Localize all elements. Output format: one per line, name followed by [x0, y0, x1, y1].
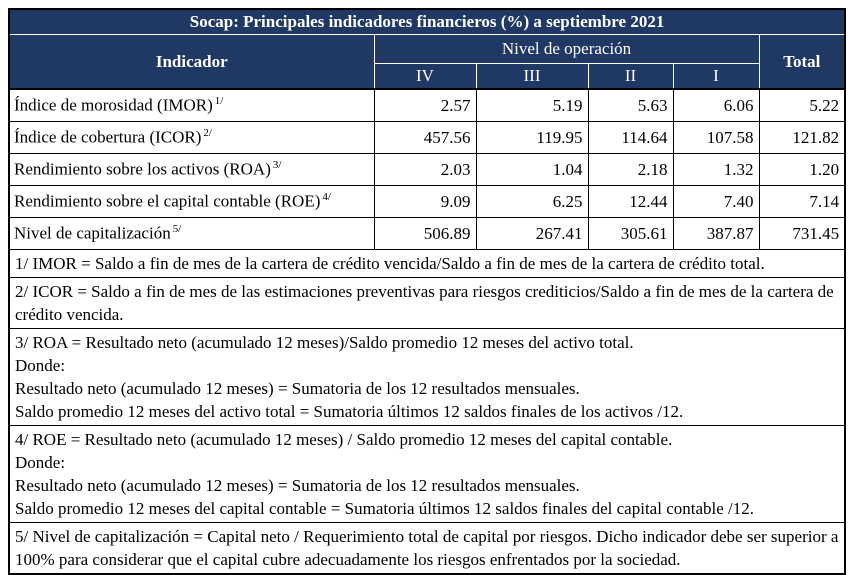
- footnote-line: 2/ ICOR = Saldo a fin de mes de las esti…: [15, 282, 834, 324]
- table-row-icor: Índice de cobertura (ICOR) 2/ 457.56 119.…: [8, 121, 846, 154]
- value-cell: 457.56: [373, 121, 477, 154]
- column-header-nivel-ii: II: [587, 63, 674, 90]
- column-header-nivel-iv: IV: [373, 63, 477, 90]
- header-group-row: Indicador Nivel de operación Total: [8, 34, 846, 90]
- value-cell: 5.63: [587, 88, 674, 122]
- footnote-line: 5/ Nivel de capitalización = Capital net…: [15, 527, 839, 569]
- value-cell: 114.64: [587, 121, 674, 154]
- value-cell: 107.58: [672, 121, 760, 154]
- footnote-4-row: 4/ ROE = Resultado neto (acumulado 12 me…: [8, 425, 846, 523]
- footnote-line: Donde:: [15, 356, 66, 375]
- indicator-label: Rendimiento sobre el capital contable (R…: [8, 185, 375, 218]
- table-title: Socap: Principales indicadores financier…: [8, 8, 846, 35]
- column-header-indicador: Indicador: [8, 34, 375, 90]
- value-cell: 305.61: [587, 217, 674, 250]
- value-cell: 6.25: [475, 185, 589, 218]
- indicator-label-text: Rendimiento sobre el capital contable (R…: [14, 191, 321, 211]
- indicator-label-text: Rendimiento sobre los activos (ROA): [14, 159, 271, 179]
- column-header-nivel-iii: III: [475, 63, 589, 90]
- footnote-ref: 3/: [272, 159, 282, 172]
- footnote-line: Donde:: [15, 453, 66, 472]
- footnote-ref: 1/: [214, 95, 224, 108]
- footnote-1-row: 1/ IMOR = Saldo a fin de mes de la carte…: [8, 249, 846, 278]
- value-cell: 119.95: [475, 121, 589, 154]
- value-cell: 2.03: [373, 153, 477, 186]
- value-cell: 9.09: [373, 185, 477, 218]
- indicator-label-text: Índice de morosidad (IMOR): [14, 95, 213, 115]
- header-levels-row: IV III II I: [9, 63, 845, 90]
- footnote-line: Resultado neto (acumulado 12 meses) = Su…: [15, 476, 580, 495]
- value-cell: 506.89: [373, 217, 477, 250]
- value-cell: 7.40: [672, 185, 760, 218]
- footnote-line: 1/ IMOR = Saldo a fin de mes de la carte…: [15, 254, 765, 273]
- value-cell: 267.41: [475, 217, 589, 250]
- indicator-label-text: Índice de cobertura (ICOR): [14, 127, 202, 147]
- column-header-total: Total: [758, 34, 846, 90]
- footnote-ref: 2/: [203, 127, 212, 140]
- socap-indicators-table: Socap: Principales indicadores financier…: [8, 8, 847, 575]
- footnote-3: 3/ ROA = Resultado neto (acumulado 12 me…: [8, 328, 846, 426]
- footnote-ref: 5/: [172, 223, 182, 236]
- value-cell: 731.45: [758, 217, 846, 250]
- value-cell: 1.20: [758, 153, 846, 186]
- indicator-label: Rendimiento sobre los activos (ROA) 3/: [8, 153, 375, 186]
- value-cell: 5.19: [475, 88, 589, 122]
- title-row: Socap: Principales indicadores financier…: [8, 8, 846, 35]
- value-cell: 2.18: [587, 153, 674, 186]
- indicator-label: Índice de cobertura (ICOR) 2/: [8, 121, 375, 154]
- footnote-line: Saldo promedio 12 meses del activo total…: [15, 402, 684, 421]
- footnote-3-row: 3/ ROA = Resultado neto (acumulado 12 me…: [8, 328, 846, 426]
- table-row-imor: Índice de morosidad (IMOR) 1/ 2.57 5.19 5…: [8, 88, 846, 122]
- column-group-nivel-de-operacion: Nivel de operación: [373, 34, 760, 64]
- footnote-5: 5/ Nivel de capitalización = Capital net…: [8, 522, 846, 575]
- value-cell: 1.32: [672, 153, 760, 186]
- footnote-ref: 4/: [322, 191, 331, 204]
- value-cell: 12.44: [587, 185, 674, 218]
- footnote-1: 1/ IMOR = Saldo a fin de mes de la carte…: [8, 249, 846, 278]
- table-row-roa: Rendimiento sobre los activos (ROA) 3/ 2.…: [8, 153, 846, 186]
- column-header-nivel-i: I: [672, 63, 760, 90]
- footnote-2: 2/ ICOR = Saldo a fin de mes de las esti…: [8, 277, 846, 329]
- indicator-label-text: Nivel de capitalización: [14, 223, 171, 243]
- table-row-nivel-capitalizacion: Nivel de capitalización 5/ 506.89 267.41 …: [8, 217, 846, 250]
- value-cell: 121.82: [758, 121, 846, 154]
- value-cell: 5.22: [758, 88, 846, 122]
- financial-indicators-table: Socap: Principales indicadores financier…: [8, 8, 847, 575]
- indicator-label: Nivel de capitalización 5/: [8, 217, 375, 250]
- footnote-line: 3/ ROA = Resultado neto (acumulado 12 me…: [15, 333, 634, 352]
- footnote-4: 4/ ROE = Resultado neto (acumulado 12 me…: [8, 425, 846, 523]
- footnote-2-row: 2/ ICOR = Saldo a fin de mes de las esti…: [8, 277, 846, 329]
- value-cell: 6.06: [672, 88, 760, 122]
- footnote-line: Resultado neto (acumulado 12 meses) = Su…: [15, 379, 580, 398]
- value-cell: 7.14: [758, 185, 846, 218]
- value-cell: 2.57: [373, 88, 477, 122]
- indicator-label: Índice de morosidad (IMOR) 1/: [8, 88, 375, 122]
- value-cell: 1.04: [475, 153, 589, 186]
- value-cell: 387.87: [672, 217, 760, 250]
- footnote-line: Saldo promedio 12 meses del capital cont…: [15, 499, 754, 518]
- table-row-roe: Rendimiento sobre el capital contable (R…: [8, 185, 846, 218]
- footnote-5-row: 5/ Nivel de capitalización = Capital net…: [8, 522, 846, 575]
- footnote-line: 4/ ROE = Resultado neto (acumulado 12 me…: [15, 430, 673, 449]
